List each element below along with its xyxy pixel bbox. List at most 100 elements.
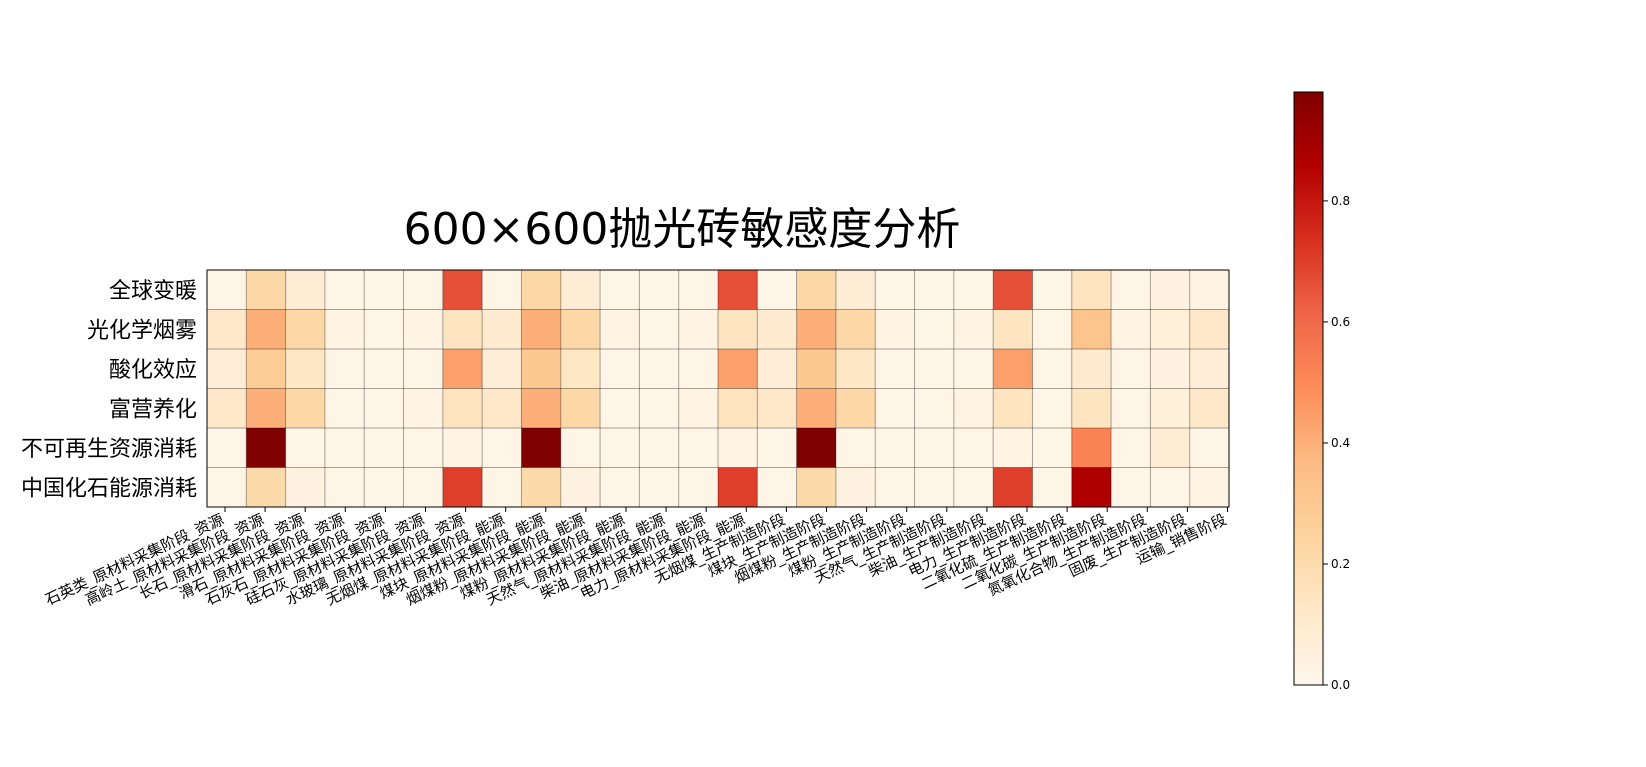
heatmap-cell xyxy=(403,349,444,389)
colorbar-tick-label: 0.2 xyxy=(1331,557,1350,571)
heatmap-cell xyxy=(1150,388,1190,429)
heatmap-cell xyxy=(285,270,326,310)
heatmap-cell xyxy=(285,349,326,389)
heatmap-cell xyxy=(1150,428,1190,468)
heatmap-cell xyxy=(442,309,483,350)
heatmap-cell xyxy=(953,309,994,350)
heatmap-cell xyxy=(1111,428,1151,468)
heatmap-cell xyxy=(442,428,483,468)
heatmap-cell xyxy=(1189,388,1230,429)
heatmap-cell xyxy=(324,428,365,468)
heatmap-cell xyxy=(364,349,404,389)
heatmap-cell xyxy=(835,270,876,310)
heatmap-cell xyxy=(757,270,797,310)
heatmap-cell xyxy=(678,388,719,429)
heatmap-cell xyxy=(875,428,915,468)
heatmap-cell xyxy=(718,467,758,508)
heatmap-cell xyxy=(521,270,562,310)
heatmap-cell xyxy=(442,349,483,389)
heatmap-cell xyxy=(953,349,994,389)
heatmap-cell xyxy=(1111,270,1151,310)
heatmap-cell xyxy=(1071,388,1112,429)
heatmap-cell xyxy=(639,349,679,389)
heatmap-cell xyxy=(442,388,483,429)
heatmap-cell xyxy=(521,388,562,429)
heatmap-cell xyxy=(521,309,562,350)
row-label: 光化学烟雾 xyxy=(87,318,197,343)
heatmap-cell xyxy=(1150,270,1190,310)
heatmap-cell xyxy=(560,388,601,429)
heatmap-cell xyxy=(403,428,444,468)
heatmap-cell xyxy=(993,270,1033,310)
row-label: 酸化效应 xyxy=(109,358,197,383)
heatmap-cell xyxy=(993,349,1033,389)
heatmap-cell xyxy=(757,467,797,508)
heatmap-cell xyxy=(1032,349,1073,389)
row-label: 中国化石能源消耗 xyxy=(21,476,197,501)
heatmap-cell xyxy=(324,270,365,310)
heatmap-cell xyxy=(207,388,247,429)
heatmap-cell xyxy=(246,309,286,350)
heatmap-cell xyxy=(1071,309,1112,350)
heatmap-cell xyxy=(639,467,679,508)
heatmap-cell xyxy=(1032,388,1073,429)
heatmap-cell xyxy=(835,388,876,429)
heatmap-cell xyxy=(364,428,404,468)
heatmap-cell xyxy=(324,349,365,389)
heatmap-cell xyxy=(953,388,994,429)
heatmap-cell xyxy=(482,349,522,389)
heatmap-cell xyxy=(560,349,601,389)
heatmap-cell xyxy=(953,467,994,508)
heatmap-cell xyxy=(521,349,562,389)
heatmap-cell xyxy=(482,309,522,350)
row-label: 富营养化 xyxy=(109,397,197,422)
colorbar-tick-label: 0.4 xyxy=(1331,436,1350,450)
heatmap-cell xyxy=(1111,388,1151,429)
heatmap-cell xyxy=(600,349,640,389)
heatmap-cell xyxy=(875,309,915,350)
heatmap-cell xyxy=(324,467,365,508)
colorbar-ticks: 0.0 0.2 0.4 0.6 0.8 xyxy=(1323,194,1350,692)
heatmap-cell xyxy=(796,388,837,429)
heatmap-cell xyxy=(1071,428,1112,468)
heatmap-cell xyxy=(757,349,797,389)
heatmap-cell xyxy=(285,388,326,429)
heatmap-cell xyxy=(914,428,955,468)
colorbar-tick-label: 0.6 xyxy=(1331,315,1350,329)
heatmap-cell xyxy=(914,270,955,310)
heatmap-cell xyxy=(1111,309,1151,350)
heatmap-cell xyxy=(1032,467,1073,508)
heatmap-cell xyxy=(953,270,994,310)
heatmap-cell xyxy=(678,270,719,310)
heatmap-cell xyxy=(285,467,326,508)
heatmap-cell xyxy=(285,309,326,350)
heatmap-cell xyxy=(1111,349,1151,389)
heatmap-cell xyxy=(914,388,955,429)
heatmap-cell xyxy=(207,349,247,389)
heatmap-cell xyxy=(993,467,1033,508)
heatmap-cell xyxy=(914,349,955,389)
heatmap-cell xyxy=(403,309,444,350)
heatmap-cell xyxy=(560,467,601,508)
heatmap-cell xyxy=(1150,467,1190,508)
heatmap-cell xyxy=(1150,309,1190,350)
heatmap-cell xyxy=(678,349,719,389)
heatmap-cell xyxy=(207,309,247,350)
heatmap-cell xyxy=(246,428,286,468)
heatmap-cell xyxy=(953,428,994,468)
heatmap-cell xyxy=(835,349,876,389)
heatmap-cell xyxy=(403,270,444,310)
heatmap-cell xyxy=(521,467,562,508)
heatmap-cell xyxy=(993,309,1033,350)
heatmap-cell xyxy=(835,309,876,350)
heatmap-cell xyxy=(1111,467,1151,508)
heatmap-cell xyxy=(600,270,640,310)
column-labels: 石英类_原材料采集阶段_资源高岭土_原材料采集阶段_资源长石_原材料采集阶段_资… xyxy=(42,510,1229,610)
heatmap-cell xyxy=(207,428,247,468)
heatmap-cell xyxy=(639,270,679,310)
heatmap-cell xyxy=(1032,428,1073,468)
heatmap-cell xyxy=(482,428,522,468)
heatmap-cell xyxy=(1071,270,1112,310)
